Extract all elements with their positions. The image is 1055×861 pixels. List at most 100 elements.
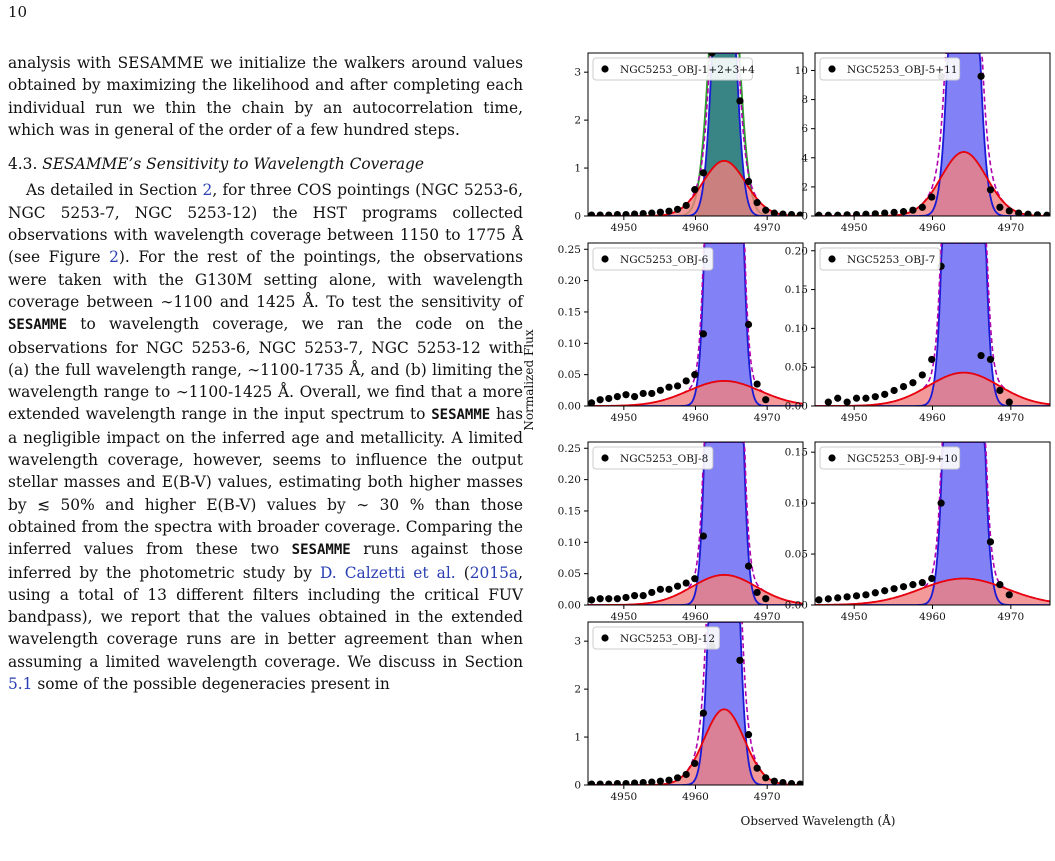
data-point	[909, 206, 917, 214]
data-point	[656, 386, 664, 394]
data-point	[890, 585, 898, 593]
data-point	[918, 371, 926, 379]
data-point	[639, 591, 647, 600]
data-point	[613, 392, 621, 401]
data-point	[779, 210, 787, 216]
data-point	[753, 764, 761, 772]
broad-component-fill	[815, 151, 1050, 216]
y-tick-label: 0	[801, 211, 808, 223]
ref-author-link[interactable]: D. Calzetti et al.	[320, 563, 456, 582]
data-point	[918, 203, 926, 211]
data-point	[736, 97, 744, 105]
x-tick-label: 4970	[754, 222, 781, 234]
data-point	[588, 780, 596, 785]
data-point	[682, 579, 690, 587]
data-point	[815, 596, 823, 604]
data-point	[824, 595, 832, 603]
y-tick-label: 2	[801, 181, 808, 193]
legend-label: NGC5253_OBJ-5+11	[847, 64, 958, 76]
broad-component-fill	[588, 160, 803, 216]
legend-box	[819, 57, 961, 81]
legend-box	[592, 626, 720, 650]
data-point	[986, 355, 995, 364]
legend-label: NGC5253_OBJ-6	[620, 254, 709, 266]
y-tick-label: 0.20	[558, 275, 581, 287]
data-point	[787, 210, 796, 216]
data-point	[699, 709, 707, 717]
y-tick-label: 3	[574, 636, 581, 648]
data-point	[673, 205, 682, 213]
x-tick-label: 4970	[754, 412, 781, 424]
data-point	[779, 779, 787, 785]
page-number: 10	[8, 3, 28, 21]
data-point	[871, 393, 879, 401]
data-point	[762, 396, 770, 404]
legend-box	[819, 446, 961, 470]
legend-marker	[828, 454, 836, 462]
x-tick-label: 4970	[754, 791, 781, 803]
legend-box	[592, 446, 714, 470]
legend-marker	[828, 65, 836, 73]
data-point	[588, 399, 596, 406]
data-point	[596, 780, 604, 785]
x-tick-label: 4970	[754, 611, 781, 623]
data-point	[622, 593, 630, 602]
text-span: runs against those inferred by the photo…	[8, 540, 523, 582]
data-point	[682, 201, 690, 210]
y-tick-label: 0.05	[785, 549, 808, 561]
y-tick-label: 0.05	[558, 568, 581, 580]
x-tick-label: 4970	[997, 412, 1024, 424]
data-point	[890, 386, 898, 395]
x-tick-label: 4950	[841, 611, 868, 623]
x-tick-label: 4950	[841, 412, 868, 424]
legend-marker	[828, 255, 836, 263]
ref-section-2-link[interactable]: 2	[202, 181, 213, 200]
data-point	[630, 210, 639, 216]
y-tick-label: 0.15	[785, 284, 808, 296]
y-tick-label: 0.25	[558, 443, 581, 455]
data-point	[596, 211, 604, 216]
ref-figure-2-link[interactable]: 2	[109, 248, 119, 267]
legend-label: NGC5253_OBJ-9+10	[847, 453, 958, 465]
data-point	[699, 330, 707, 338]
y-tick-label: 0.10	[785, 323, 808, 335]
text-span: (	[455, 563, 470, 582]
code-name: SESAMME	[8, 317, 68, 334]
data-point	[899, 583, 908, 591]
ref-section-5-link[interactable]: 5.1	[8, 675, 33, 694]
data-point	[665, 207, 673, 215]
data-point	[843, 593, 851, 601]
data-point	[918, 578, 926, 587]
data-point	[753, 588, 761, 597]
data-point	[770, 777, 778, 785]
data-point	[986, 538, 995, 546]
data-point	[630, 779, 639, 785]
x-tick-label: 4960	[919, 611, 946, 623]
data-point	[588, 211, 596, 216]
y-tick-label: 0.05	[558, 369, 581, 381]
data-point	[815, 211, 823, 216]
data-point	[862, 394, 870, 402]
x-tick-label: 4970	[997, 222, 1024, 234]
data-point	[622, 391, 630, 399]
data-point	[909, 581, 917, 589]
y-tick-label: 8	[801, 94, 808, 106]
data-point	[682, 770, 690, 779]
data-point	[1015, 209, 1023, 216]
data-point	[665, 383, 673, 391]
data-point	[996, 203, 1004, 211]
data-point	[852, 210, 861, 216]
data-point	[639, 779, 647, 785]
x-tick-label: 4960	[919, 412, 946, 424]
broad-component-fill	[588, 709, 803, 785]
data-point	[744, 177, 753, 186]
x-axis-label: Observed Wavelength (Å)	[741, 813, 896, 828]
y-tick-label: 0.20	[558, 474, 581, 486]
data-point	[736, 656, 744, 664]
data-point	[834, 394, 842, 402]
data-point	[762, 595, 770, 603]
data-point	[648, 588, 656, 597]
ref-year-link[interactable]: 2015a	[469, 563, 519, 582]
data-point	[699, 532, 707, 540]
y-tick-label: 2	[574, 684, 581, 696]
